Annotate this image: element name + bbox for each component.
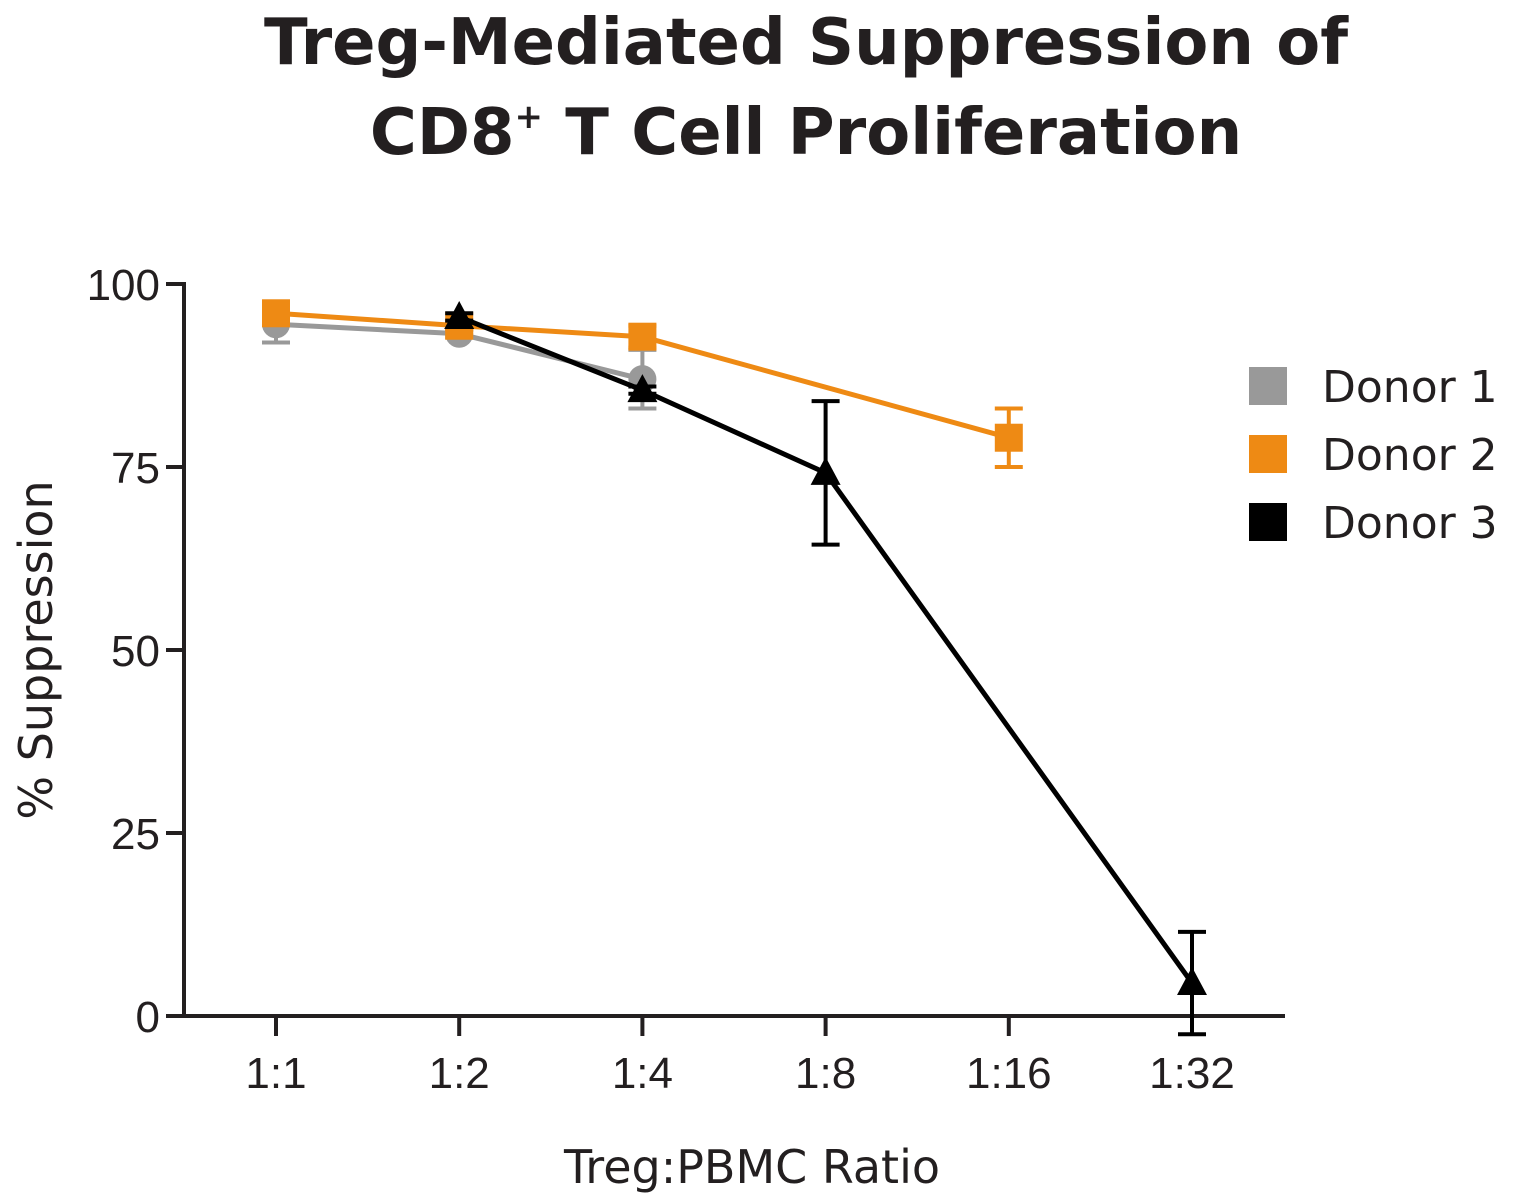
chart-title-line2: CD8+ T Cell Proliferation [370,96,1242,170]
series-line-donor-3 [458,314,1195,985]
y-tick-label: 75 [111,444,160,493]
legend-swatch-donor-1 [1249,367,1287,405]
legend-label-donor-1: Donor 1 [1322,362,1498,413]
axes: 0 25 50 75 100 1:1 1:2 1:4 1:8 1:16 1:32 [87,261,1285,1098]
chart-title-rest: T Cell Proliferation [543,96,1242,170]
data-point [444,300,475,329]
x-tick-label: 1:32 [1149,1049,1235,1098]
data-point [628,322,657,351]
data-point [262,299,290,328]
y-axis-title: % Suppression [9,480,63,819]
chart-title-superscript: + [515,97,544,137]
x-tick-label: 1:8 [795,1049,856,1098]
x-tick-label: 1:4 [612,1049,673,1098]
data-point [627,374,658,403]
legend-swatch-donor-2 [1249,435,1287,473]
chart-title-line1: Treg-Mediated Suppression of [264,6,1349,80]
x-tick-label: 1:2 [429,1049,490,1098]
data-point [1177,967,1207,996]
chart-title-cd8: CD8 [370,96,515,170]
legend-label-donor-3: Donor 3 [1322,498,1498,549]
x-tick-label: 1:16 [966,1049,1052,1098]
series-donor-3 [444,300,1207,1037]
legend-label-donor-2: Donor 2 [1322,430,1498,481]
x-axis-title: Treg:PBMC Ratio [563,1140,940,1194]
series-line-donor-2 [275,310,1010,441]
y-tick-label: 100 [87,261,160,310]
series-donor-2 [262,299,1023,469]
plot-series [262,299,1207,1037]
y-tick-label: 50 [111,627,160,676]
data-point [810,456,841,485]
y-tick-label: 0 [136,993,160,1042]
y-tick-label: 25 [111,810,160,859]
legend: Donor 1 Donor 2 Donor 3 [1249,362,1498,549]
x-tick-label: 1:1 [245,1049,306,1098]
data-point [994,423,1023,452]
legend-swatch-donor-3 [1249,503,1287,541]
